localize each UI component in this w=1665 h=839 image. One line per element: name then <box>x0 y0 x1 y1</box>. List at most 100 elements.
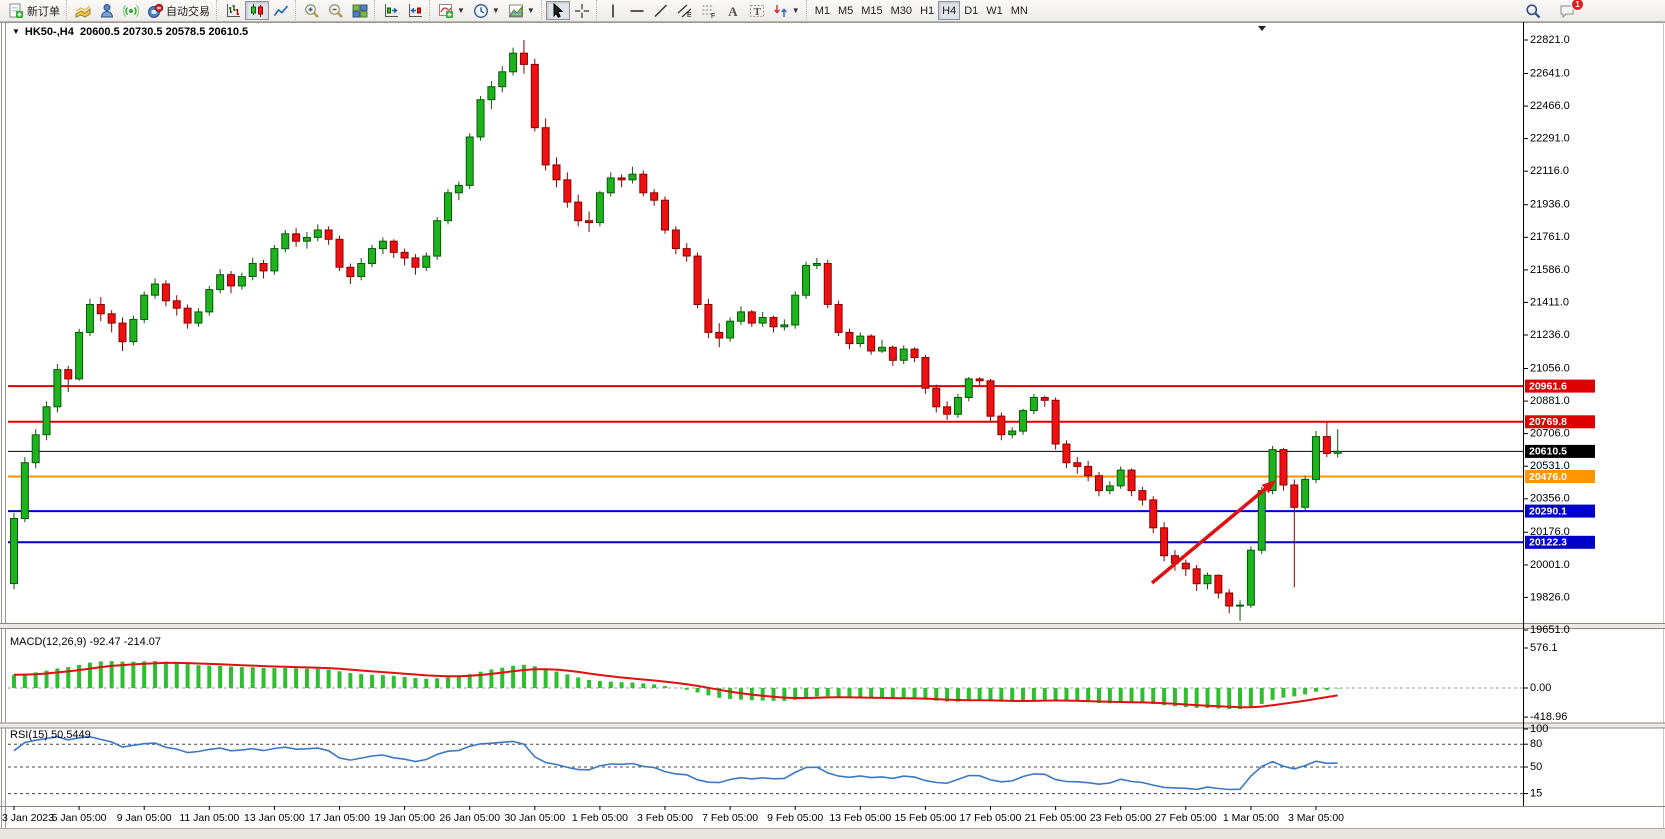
auto-trading-button[interactable]: 自动交易 <box>143 1 214 20</box>
tf-w1-button-label: W1 <box>986 4 1003 17</box>
tf-d1-button[interactable]: D1 <box>960 1 982 20</box>
time-tick-label: 1 Mar 05:00 <box>1223 812 1279 824</box>
market-watch-icon <box>99 3 115 19</box>
window-bottom-edge <box>0 828 1665 839</box>
price-tick-label: 22466.0 <box>1530 100 1570 112</box>
tf-h1-button[interactable]: H1 <box>916 1 938 20</box>
indicators-button[interactable]: ▼ <box>434 1 469 20</box>
main-chart-panel[interactable] <box>8 26 1523 621</box>
zoom-out-icon <box>328 3 344 19</box>
tf-m15-button[interactable]: M15 <box>857 1 886 20</box>
tf-w1-button[interactable]: W1 <box>982 1 1007 20</box>
time-tick-label: 17 Feb 05:00 <box>960 812 1022 824</box>
svg-text:20122.3: 20122.3 <box>1529 537 1567 549</box>
chart-shift-icon <box>407 3 423 19</box>
chart-title-dropdown-icon[interactable]: ▼ <box>12 27 20 36</box>
rsi-panel[interactable] <box>8 735 1523 795</box>
time-tick-label: 3 Jan 2023 <box>2 812 54 824</box>
toolbar-group <box>540 0 596 22</box>
chevron-down-icon[interactable]: ▼ <box>526 5 535 15</box>
price-tick-label: 21936.0 <box>1530 199 1570 211</box>
panel-divider[interactable] <box>0 623 1665 629</box>
tf-mn-button[interactable]: MN <box>1007 1 1032 20</box>
trend-arrow-annotation[interactable] <box>1150 480 1276 585</box>
main-toolbar: 新订单 自动交易 ▼ ▼ ▼ E F A T ▼ M1 M5 M15 M30 H1 H4 D1 W1 MN 1 <box>0 0 1665 22</box>
candles-layer <box>10 40 1342 621</box>
equidistant-channel-button[interactable]: E <box>673 1 697 20</box>
periods-button[interactable]: ▼ <box>469 1 504 20</box>
bar-chart-button[interactable] <box>221 1 245 20</box>
price-axis[interactable]: 22821.0 22641.0 22466.0 22291.0 22116.0 21936… <box>1523 22 1595 806</box>
macd-axis-label: 576.1 <box>1530 642 1558 654</box>
tf-m30-button[interactable]: M30 <box>887 1 916 20</box>
rsi-axis-label: 15 <box>1530 788 1542 800</box>
line-chart-button[interactable] <box>269 1 293 20</box>
auto-trading-icon <box>147 3 163 19</box>
trend-line-icon <box>653 3 669 19</box>
svg-text:20961.6: 20961.6 <box>1529 380 1567 392</box>
notification-badge: 1 <box>1571 0 1584 11</box>
tile-windows-icon <box>352 3 368 19</box>
tf-h4-button[interactable]: H4 <box>938 1 961 20</box>
chevron-down-icon[interactable]: ▼ <box>491 5 500 15</box>
tile-windows-button[interactable] <box>348 1 372 20</box>
cursor-button[interactable] <box>545 1 570 20</box>
tf-m5-button[interactable]: M5 <box>834 1 857 20</box>
toolbar-right: 1 <box>1521 0 1584 20</box>
trend-line-button[interactable] <box>649 1 673 20</box>
notifications-button[interactable]: 1 <box>1555 0 1584 20</box>
price-tick-label: 22116.0 <box>1530 165 1569 177</box>
tf-m1-button-label: M1 <box>814 4 830 17</box>
auto-scroll-button[interactable] <box>379 1 403 20</box>
indicators-icon <box>438 3 454 19</box>
time-tick-label: 13 Jan 05:00 <box>244 812 305 824</box>
candlestick-chart-button[interactable] <box>245 1 269 20</box>
rsi-indicator-label: RSI(15) 50.5449 <box>10 729 91 741</box>
price-tick-label: 21586.0 <box>1530 264 1570 276</box>
text-icon: A <box>725 3 741 19</box>
arrows-button[interactable]: ▼ <box>769 1 804 20</box>
price-tick-label: 21411.0 <box>1530 296 1569 308</box>
time-tick-label: 30 Jan 05:00 <box>504 812 565 824</box>
vertical-line-icon <box>605 3 621 19</box>
macd-panel[interactable] <box>8 661 1523 710</box>
time-tick-label: 13 Feb 05:00 <box>829 812 891 824</box>
panel-divider[interactable] <box>0 722 1665 729</box>
zoom-out-button[interactable] <box>324 1 348 20</box>
text-label-button[interactable]: T <box>745 1 769 20</box>
horizontal-line-button[interactable] <box>625 1 649 20</box>
tf-m1-button[interactable]: M1 <box>811 1 834 20</box>
time-tick-label: 23 Feb 05:00 <box>1090 812 1152 824</box>
market-watch-button[interactable] <box>95 1 119 20</box>
auto-trading-button-label: 自动交易 <box>166 5 210 18</box>
toolbar-group <box>216 0 295 22</box>
fibonacci-button[interactable]: F <box>697 1 721 20</box>
chart-shift-button[interactable] <box>403 1 427 20</box>
chart-symbol-title[interactable]: ▼ HK50-,H4 20600.5 20730.5 20578.5 20610.… <box>12 26 248 38</box>
toolbar-group: M1 M5 M15 M30 H1 H4 D1 W1 MN <box>805 0 1034 22</box>
tf-m5-button-label: M5 <box>837 4 854 17</box>
price-line-label-20769.8: 20769.8 <box>1525 415 1595 429</box>
macd-signal-line <box>13 661 1338 709</box>
charts-profile-button[interactable] <box>71 1 95 20</box>
chevron-down-icon[interactable]: ▼ <box>457 5 465 15</box>
templates-button[interactable]: ▼ <box>504 1 539 20</box>
toolbar-group: 新订单 <box>0 0 66 22</box>
svg-text:E: E <box>687 12 692 19</box>
chart-window[interactable]: 22821.0 22641.0 22466.0 22291.0 22116.0 21936… <box>0 22 1665 828</box>
arrows-icon <box>773 3 789 19</box>
new-order-button[interactable]: 新订单 <box>4 1 64 20</box>
price-line-label-20290.1: 20290.1 <box>1525 504 1595 518</box>
search-button[interactable] <box>1521 1 1545 20</box>
zoom-in-button[interactable] <box>300 1 324 20</box>
vertical-line-button[interactable] <box>601 1 625 20</box>
strategy-tester-button[interactable] <box>119 1 143 20</box>
time-tick-label: 21 Feb 05:00 <box>1025 812 1087 824</box>
chevron-down-icon[interactable]: ▼ <box>791 5 800 15</box>
crosshair-button[interactable] <box>570 1 594 20</box>
tf-mn-button-label: MN <box>1010 4 1028 17</box>
text-button[interactable]: A <box>721 1 745 20</box>
chart-shift-marker-icon[interactable] <box>1258 26 1266 31</box>
tf-m15-button-label: M15 <box>861 4 883 17</box>
